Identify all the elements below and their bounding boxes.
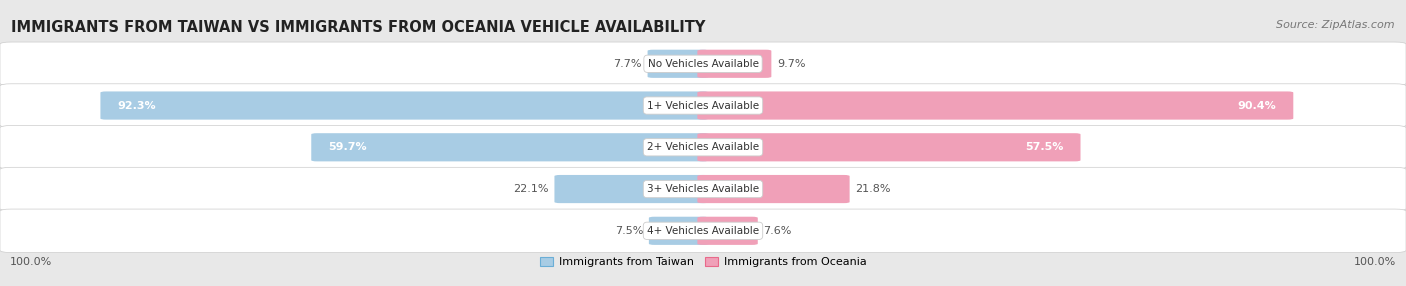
FancyBboxPatch shape — [0, 42, 1406, 86]
FancyBboxPatch shape — [0, 126, 1406, 169]
Text: 22.1%: 22.1% — [513, 184, 548, 194]
Text: 9.7%: 9.7% — [778, 59, 806, 69]
FancyBboxPatch shape — [697, 133, 1080, 161]
Text: 90.4%: 90.4% — [1237, 101, 1277, 110]
FancyBboxPatch shape — [554, 175, 709, 203]
FancyBboxPatch shape — [0, 84, 1406, 127]
Text: 7.5%: 7.5% — [614, 226, 644, 236]
FancyBboxPatch shape — [648, 50, 709, 78]
FancyBboxPatch shape — [650, 217, 709, 245]
FancyBboxPatch shape — [697, 175, 849, 203]
FancyBboxPatch shape — [697, 217, 758, 245]
Text: IMMIGRANTS FROM TAIWAN VS IMMIGRANTS FROM OCEANIA VEHICLE AVAILABILITY: IMMIGRANTS FROM TAIWAN VS IMMIGRANTS FRO… — [11, 20, 706, 35]
Text: 3+ Vehicles Available: 3+ Vehicles Available — [647, 184, 759, 194]
FancyBboxPatch shape — [697, 92, 1294, 120]
Legend: Immigrants from Taiwan, Immigrants from Oceania: Immigrants from Taiwan, Immigrants from … — [536, 253, 870, 272]
Text: 92.3%: 92.3% — [117, 101, 156, 110]
Text: 100.0%: 100.0% — [10, 257, 52, 267]
Text: 59.7%: 59.7% — [328, 142, 367, 152]
Text: 1+ Vehicles Available: 1+ Vehicles Available — [647, 101, 759, 110]
FancyBboxPatch shape — [0, 167, 1406, 211]
Text: 2+ Vehicles Available: 2+ Vehicles Available — [647, 142, 759, 152]
Text: 57.5%: 57.5% — [1025, 142, 1063, 152]
Text: 7.6%: 7.6% — [763, 226, 792, 236]
Text: No Vehicles Available: No Vehicles Available — [648, 59, 758, 69]
Text: 100.0%: 100.0% — [1354, 257, 1396, 267]
Text: 4+ Vehicles Available: 4+ Vehicles Available — [647, 226, 759, 236]
Text: 7.7%: 7.7% — [613, 59, 643, 69]
FancyBboxPatch shape — [311, 133, 709, 161]
FancyBboxPatch shape — [0, 209, 1406, 253]
FancyBboxPatch shape — [100, 92, 709, 120]
Text: 21.8%: 21.8% — [855, 184, 891, 194]
FancyBboxPatch shape — [697, 50, 772, 78]
Text: Source: ZipAtlas.com: Source: ZipAtlas.com — [1277, 20, 1395, 30]
